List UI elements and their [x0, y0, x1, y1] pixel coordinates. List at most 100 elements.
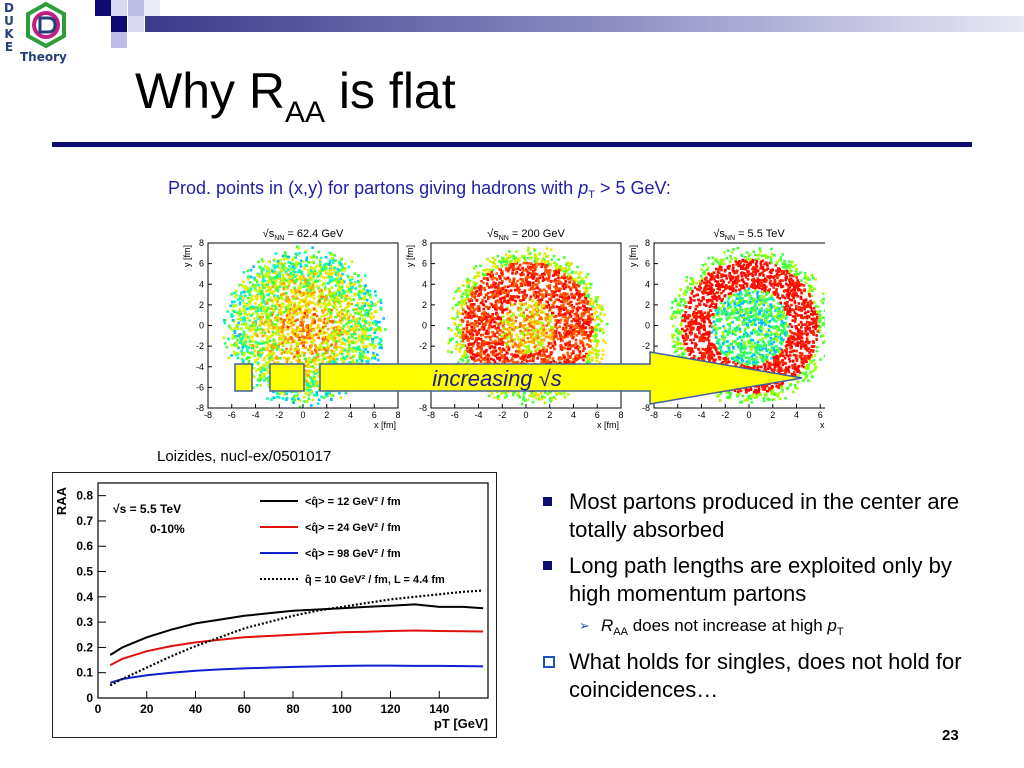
scatter-point [282, 285, 286, 289]
scatter-point [286, 338, 290, 342]
scatter-point [334, 271, 338, 275]
scatter-point [327, 282, 330, 285]
scatter-point [238, 341, 242, 345]
scatter-point [532, 313, 535, 316]
scatter-point [268, 324, 272, 327]
scatter-point [490, 392, 494, 395]
scatter-point [467, 338, 471, 341]
scatter-point [328, 334, 331, 338]
scatter-point [285, 314, 289, 317]
scatter-point [569, 287, 572, 291]
scatter-point [514, 319, 518, 323]
scatter-point [486, 332, 490, 335]
scatter-point [518, 302, 522, 305]
scatter-point [319, 256, 323, 260]
scatter-point [563, 300, 567, 304]
scatter-point [494, 327, 498, 330]
scatter-point [512, 393, 515, 397]
scatter-point [596, 342, 599, 345]
scatter-point [566, 269, 569, 272]
scatter-point [340, 292, 343, 296]
scatter-point [319, 293, 322, 297]
scatter-point [515, 355, 519, 358]
scatter-point [339, 314, 342, 318]
scatter-point [278, 275, 281, 278]
scatter-point [309, 324, 312, 327]
scatter-point [339, 268, 343, 272]
scatter-point [558, 356, 561, 360]
scatter-point [283, 278, 286, 281]
scatter-point [282, 336, 285, 340]
scatter-point [500, 354, 504, 357]
scatter-point [290, 262, 294, 266]
scatter-point [337, 290, 341, 293]
scatter-point [540, 265, 544, 268]
scatter-point [491, 313, 495, 316]
scatter-point [511, 357, 514, 360]
scatter-point [310, 334, 313, 338]
scatter-point [349, 347, 353, 351]
scatter-point [483, 358, 487, 362]
scatter-point [487, 330, 490, 334]
scatter-point [554, 273, 558, 276]
scatter-point [341, 285, 344, 289]
scatter-point [518, 299, 522, 302]
scatter-point [363, 304, 366, 308]
scatter-point [297, 270, 301, 274]
scatter-point [511, 343, 514, 347]
scatter-point [328, 390, 331, 394]
scatter-point [521, 303, 525, 306]
scatter-point [250, 351, 254, 354]
scatter-point [349, 313, 352, 317]
scatter-point [304, 292, 308, 296]
scatter-point [544, 277, 547, 281]
scatter-point [594, 353, 598, 356]
scatter-point [566, 298, 569, 301]
scatter-point [508, 254, 512, 257]
scatter-point [326, 339, 330, 343]
scatter-point [307, 373, 310, 377]
scatter-point [564, 285, 568, 289]
scatter-point [521, 266, 525, 270]
scatter-point [334, 320, 337, 324]
scatter-point [276, 259, 280, 263]
scatter-point [270, 313, 274, 317]
scatter-point [462, 345, 465, 348]
panel-title-sub: NN [274, 235, 284, 242]
scatter-point [595, 303, 599, 307]
scatter-point [306, 326, 309, 330]
scatter-point [559, 344, 563, 347]
scatter-point [566, 311, 569, 314]
scatter-point [334, 284, 338, 287]
scatter-point [302, 300, 306, 303]
scatter-point [249, 329, 252, 333]
scatter-point [319, 265, 322, 269]
scatter-point [371, 343, 375, 347]
scatter-point [349, 279, 352, 282]
scatter-point [463, 352, 466, 356]
scatter-point [567, 295, 571, 299]
scatter-point [268, 351, 271, 354]
scatter-point [273, 361, 276, 365]
scatter-point [580, 279, 583, 283]
scatter-point [232, 305, 235, 308]
scatter-point [505, 318, 509, 321]
scatter-point [521, 343, 525, 346]
scatter-point [595, 328, 598, 332]
scatter-point [563, 355, 566, 359]
scatter-point [255, 369, 258, 373]
scatter-point [468, 299, 471, 303]
scatter-point [483, 326, 486, 329]
scatter-point [320, 354, 324, 357]
scatter-point [572, 351, 575, 355]
scatter-point [353, 293, 356, 297]
scatter-point [266, 335, 270, 338]
scatter-point [304, 389, 308, 392]
scatter-point [476, 305, 480, 308]
scatter-point [544, 294, 548, 298]
scatter-point [270, 307, 273, 311]
scatter-point [482, 277, 486, 280]
scatter-point [511, 328, 514, 331]
scatter-point [251, 307, 255, 310]
scatter-point [326, 327, 330, 331]
